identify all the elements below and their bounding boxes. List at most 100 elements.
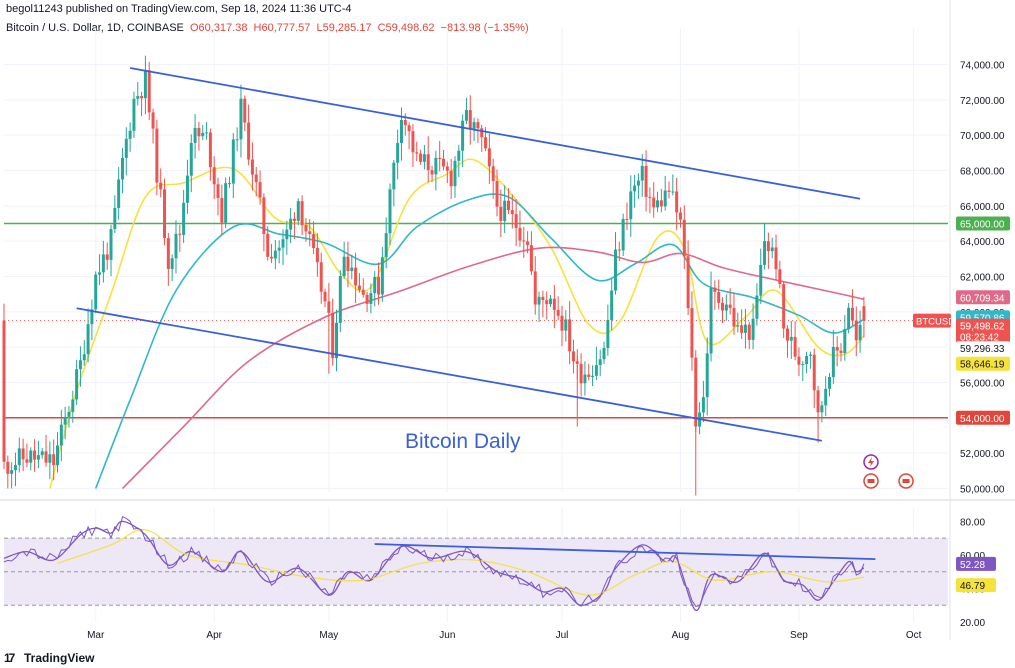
candle xyxy=(113,195,117,234)
candle xyxy=(17,437,21,473)
rsi-trendline[interactable] xyxy=(374,543,876,561)
price-tick-label: 72,000.00 xyxy=(960,96,1005,107)
candle-body xyxy=(224,183,228,223)
candle-body xyxy=(740,325,744,333)
candle-body xyxy=(136,96,140,99)
candle xyxy=(250,142,254,191)
us-flag-event-icon[interactable] xyxy=(863,473,879,489)
candle-body xyxy=(743,324,747,333)
candle-body xyxy=(850,307,854,321)
candle xyxy=(384,217,388,269)
candle xyxy=(415,141,419,162)
candle-body xyxy=(13,465,17,471)
us-flag-event-icon[interactable] xyxy=(898,473,914,489)
candle-body xyxy=(560,315,564,331)
candle-body xyxy=(766,241,770,252)
candle-body xyxy=(464,110,468,121)
candle xyxy=(216,177,220,216)
tradingview-logo[interactable]: 17 TradingView xyxy=(4,651,94,665)
candle xyxy=(319,252,323,304)
candle-body xyxy=(407,125,411,132)
candle-body xyxy=(457,150,461,161)
candle xyxy=(2,303,6,470)
chart-annotation: Bitcoin Daily xyxy=(405,430,521,453)
candle xyxy=(537,291,541,323)
candle-body xyxy=(392,162,396,190)
candle xyxy=(197,121,201,151)
rsi-value-tag-text: 52.28 xyxy=(960,560,985,571)
candle xyxy=(560,305,564,347)
candle xyxy=(361,278,365,298)
candle xyxy=(224,177,228,229)
candle-body xyxy=(503,200,507,221)
candle-body xyxy=(564,319,568,331)
candle-body xyxy=(155,128,159,183)
rsi-value-tag-text: 46.79 xyxy=(960,581,985,592)
candle-body xyxy=(182,202,186,235)
candle xyxy=(656,191,660,213)
candle-body xyxy=(526,241,530,246)
candle-body xyxy=(629,191,633,220)
candle-body xyxy=(453,160,457,187)
candle xyxy=(277,240,281,264)
candle-body xyxy=(824,388,828,406)
candle-body xyxy=(277,247,281,251)
price-tick-label: 56,000.00 xyxy=(960,378,1005,389)
candle-body xyxy=(678,212,682,220)
candle-body xyxy=(338,276,342,323)
candle xyxy=(67,406,71,428)
candle-body xyxy=(140,96,144,99)
candle-body xyxy=(648,196,652,198)
candle-body xyxy=(270,256,274,259)
candle-body xyxy=(292,218,296,221)
rsi-value-tag: 46.79 xyxy=(956,578,996,593)
candle xyxy=(411,124,415,168)
lightning-glyph xyxy=(868,457,874,467)
candle-body xyxy=(820,405,824,413)
lower-channel-trendline[interactable] xyxy=(76,307,823,442)
candle xyxy=(40,448,44,459)
candle xyxy=(117,167,121,220)
candle-body xyxy=(227,183,231,185)
candle xyxy=(182,189,186,243)
candle xyxy=(132,91,136,138)
candle xyxy=(652,182,656,218)
candle xyxy=(579,353,583,397)
candle-body xyxy=(315,247,319,263)
candle xyxy=(743,308,747,349)
rsi-tick-label: 60.00 xyxy=(960,551,985,562)
candle-body xyxy=(197,127,201,137)
candle xyxy=(797,347,801,377)
candle xyxy=(396,129,400,180)
candle xyxy=(342,241,346,279)
candle xyxy=(350,254,354,280)
lightning-event-icon[interactable] xyxy=(863,454,879,470)
candle-body xyxy=(610,290,614,320)
candle xyxy=(392,159,396,207)
candle-body xyxy=(105,254,109,260)
candle xyxy=(617,241,621,262)
upper-channel-trendline[interactable] xyxy=(129,67,861,200)
ohlc-low: L59,285.17 xyxy=(316,22,372,34)
candle-body xyxy=(426,154,430,171)
candle xyxy=(346,241,350,288)
candle xyxy=(751,303,755,350)
candle-body xyxy=(419,153,423,162)
candle xyxy=(373,271,377,307)
candle xyxy=(633,174,637,208)
candle xyxy=(357,273,361,293)
candle-body xyxy=(323,291,327,302)
candle-body xyxy=(491,166,495,182)
candle xyxy=(338,270,342,333)
candle-body xyxy=(480,128,484,138)
candle xyxy=(285,220,289,255)
candle-body xyxy=(36,455,40,460)
candle-body xyxy=(724,304,728,311)
candle-body xyxy=(346,256,350,272)
price-tick-label: 68,000.00 xyxy=(960,166,1005,177)
candle-body xyxy=(143,70,147,99)
candle xyxy=(33,439,37,472)
candle-body xyxy=(331,312,335,359)
candle-body xyxy=(178,233,182,235)
